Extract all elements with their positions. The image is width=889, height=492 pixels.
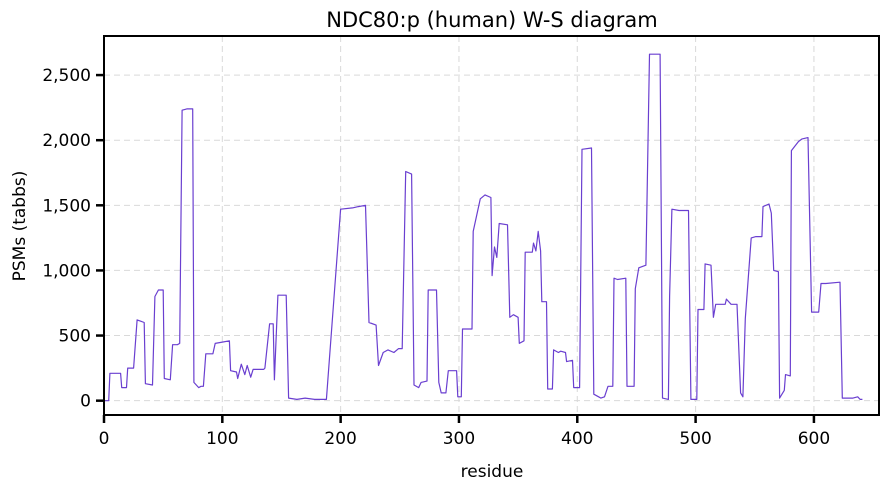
y-tick-label: 2,000	[42, 131, 91, 151]
y-tick-label: 1,000	[42, 261, 91, 281]
y-tick-label: 0	[80, 392, 91, 412]
x-axis-label: residue	[461, 462, 524, 482]
y-tick-label: 1,500	[42, 196, 91, 216]
series-line	[104, 53, 863, 402]
y-tick-label: 2,500	[42, 66, 91, 86]
y-axis-label: PSMs (tabbs)	[10, 171, 30, 282]
y-tick-label: 500	[59, 327, 91, 347]
x-tick-label: 500	[679, 429, 711, 449]
x-tick-label: 400	[561, 429, 593, 449]
x-tick-label: 100	[206, 429, 238, 449]
series-layer	[104, 53, 863, 402]
axis-ticks: 0 100 200 300 400 500 600 0 500 1,000 1,500 2,000 2,…	[42, 66, 830, 449]
x-tick-label: 0	[99, 429, 110, 449]
x-tick-label: 600	[798, 429, 830, 449]
x-tick-label: 200	[324, 429, 356, 449]
plot-frame	[103, 35, 880, 416]
chart-title: NDC80:p (human) W-S diagram	[326, 8, 657, 32]
grid	[103, 36, 879, 415]
x-tick-label: 300	[443, 429, 475, 449]
